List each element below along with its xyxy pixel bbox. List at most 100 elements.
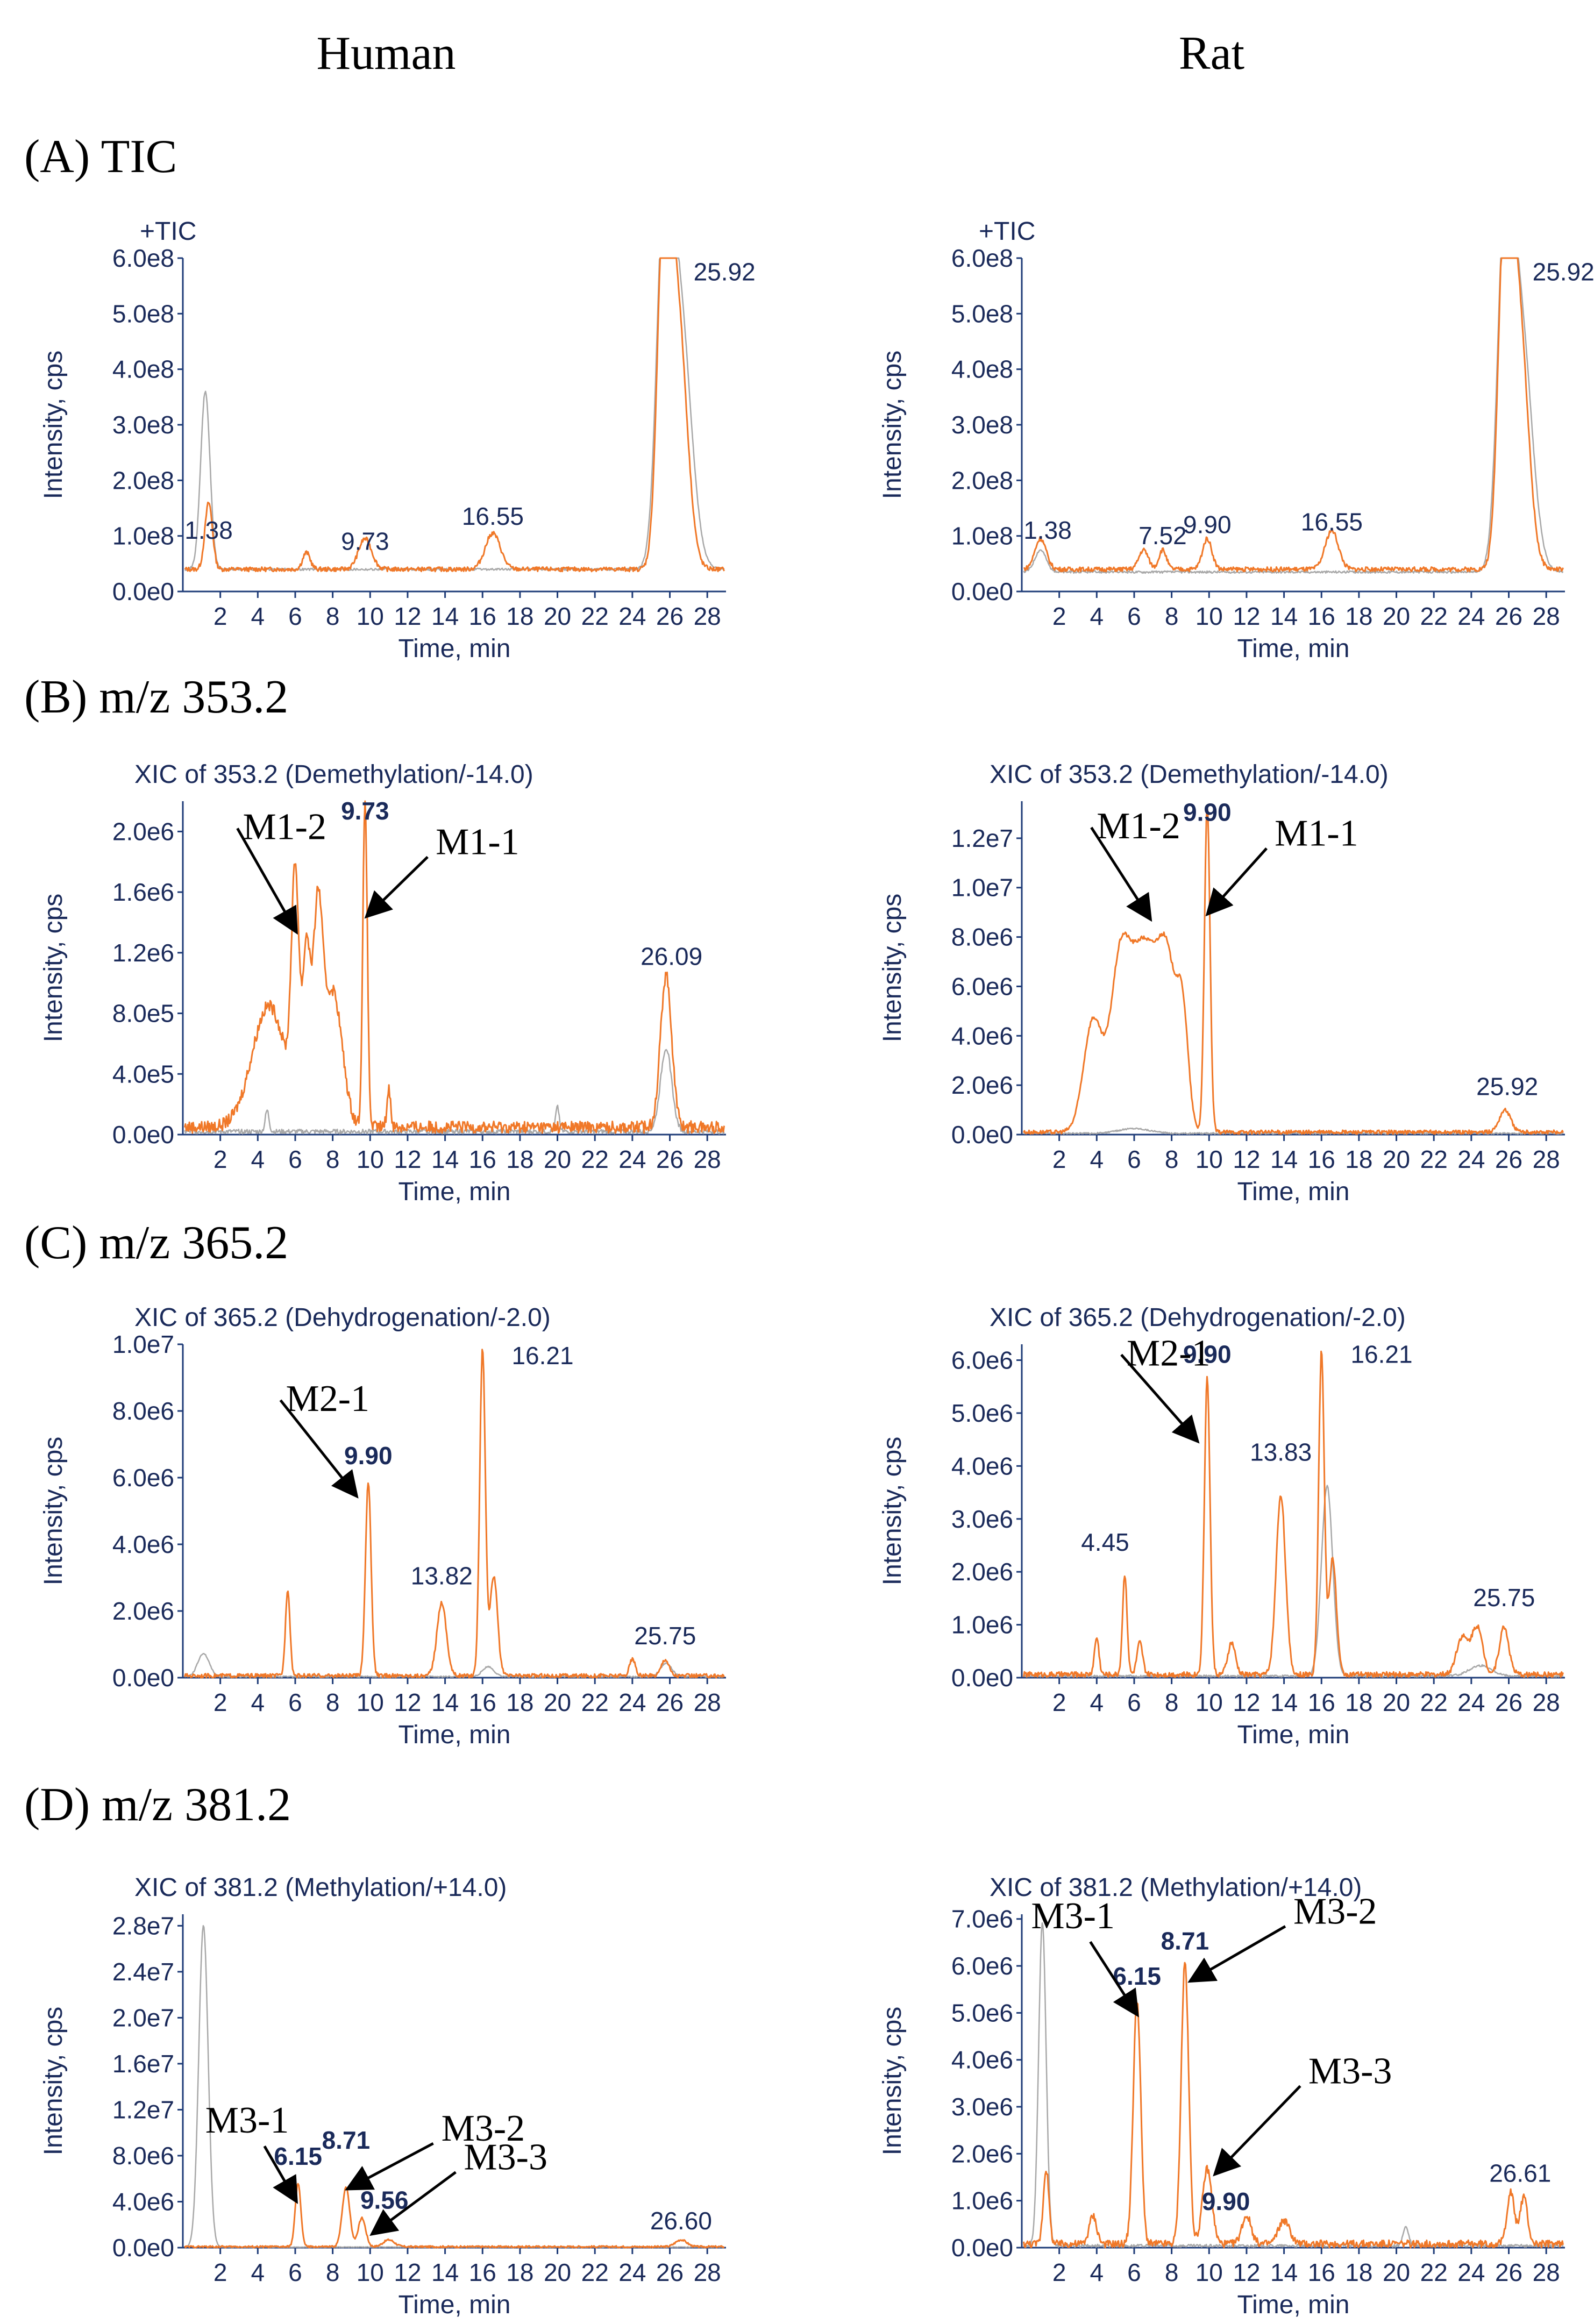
y-tick-label: 1.0e8	[951, 522, 1013, 550]
x-tick-label: 16	[1308, 2258, 1335, 2286]
metabolite-label: M1-1	[1275, 813, 1358, 854]
y-tick-label: 3.0e8	[951, 411, 1013, 439]
x-tick-label: 8	[1165, 1688, 1179, 1716]
control-trace	[184, 1925, 724, 2248]
x-tick-label: 26	[1495, 1688, 1522, 1716]
sample-trace	[1023, 1350, 1564, 1678]
y-tick-label: 4.0e6	[112, 1530, 174, 1558]
y-tick-label: 3.0e8	[112, 411, 174, 439]
y-tick-label: 4.0e8	[112, 355, 174, 383]
y-tick-label: 5.0e8	[112, 300, 174, 327]
x-tick-label: 4	[1090, 602, 1104, 630]
y-tick-label: 1.0e7	[112, 1330, 174, 1358]
x-tick-label: 22	[1420, 1688, 1448, 1716]
y-tick-label: 0.0e0	[951, 1121, 1013, 1149]
x-tick-label: 24	[1457, 1688, 1485, 1716]
x-tick-label: 28	[1533, 1145, 1560, 1173]
x-tick-label: 14	[1270, 602, 1298, 630]
x-tick-label: 18	[1345, 1688, 1372, 1716]
x-tick-label: 10	[1196, 1145, 1223, 1173]
x-tick-label: 6	[1127, 1145, 1141, 1173]
y-axis-label: Intensity, cps	[878, 351, 907, 500]
annotation-arrow	[364, 856, 429, 919]
x-tick-label: 6	[288, 1688, 302, 1716]
y-tick-label: 3.0e6	[951, 2093, 1013, 2121]
x-tick-label: 26	[1495, 1145, 1522, 1173]
annotation-arrow	[1120, 1353, 1200, 1444]
x-tick-label: 12	[394, 602, 421, 630]
x-axis-label: Time, min	[1237, 1721, 1350, 1749]
x-tick-label: 18	[506, 2258, 533, 2286]
x-tick-label: 14	[1270, 1688, 1298, 1716]
metabolite-label: M1-2	[1097, 805, 1180, 847]
peak-label: 1.38	[1023, 516, 1072, 544]
x-tick-label: 20	[544, 602, 571, 630]
y-tick-label: 6.0e6	[951, 1346, 1013, 1374]
peak-label: 25.75	[634, 1622, 696, 1650]
x-axis-label: Time, min	[1237, 2291, 1350, 2319]
x-tick-label: 24	[618, 2258, 646, 2286]
x-tick-label: 18	[506, 602, 533, 630]
metabolite-label: M3-3	[1308, 2050, 1392, 2092]
x-tick-label: 26	[656, 602, 684, 630]
peak-label: 8.71	[322, 2126, 371, 2154]
x-tick-label: 20	[544, 1688, 571, 1716]
y-tick-label: 7.0e6	[951, 1905, 1013, 1933]
y-tick-label: 2.0e6	[112, 817, 174, 845]
control-trace	[1023, 1485, 1564, 1678]
x-tick-label: 24	[618, 1145, 646, 1173]
x-tick-label: 6	[288, 602, 302, 630]
y-axis-label: Intensity, cps	[878, 1437, 907, 1586]
y-tick-label: 1.2e7	[951, 824, 1013, 852]
annotation-arrow	[1089, 1941, 1139, 2018]
chart-title: +TIC	[979, 217, 1035, 246]
y-tick-label: 5.0e6	[951, 1999, 1013, 2027]
y-tick-label: 2.4e7	[112, 1958, 174, 1986]
x-tick-label: 6	[1127, 1688, 1141, 1716]
x-tick-label: 28	[1533, 1688, 1560, 1716]
x-tick-label: 2	[1052, 1688, 1066, 1716]
x-tick-label: 4	[251, 602, 265, 630]
peak-label: 13.83	[1250, 1438, 1312, 1466]
x-tick-label: 28	[694, 2258, 721, 2286]
annotation-arrow	[1213, 2085, 1301, 2177]
annotation-arrow	[236, 828, 298, 935]
y-tick-label: 2.0e6	[951, 1558, 1013, 1586]
chart-title: XIC of 353.2 (Demethylation/-14.0)	[990, 760, 1389, 789]
y-tick-label: 4.0e6	[112, 2187, 174, 2215]
x-tick-label: 2	[1052, 602, 1066, 630]
x-tick-label: 2	[214, 1145, 227, 1173]
x-tick-label: 22	[581, 2258, 609, 2286]
chart-title: XIC of 365.2 (Dehydrogenation/-2.0)	[134, 1303, 551, 1332]
x-tick-label: 10	[1196, 602, 1223, 630]
y-tick-label: 8.0e6	[112, 1397, 174, 1425]
x-tick-label: 18	[506, 1688, 533, 1716]
y-tick-label: 6.0e6	[951, 972, 1013, 1000]
x-tick-label: 8	[1165, 2258, 1179, 2286]
x-tick-label: 6	[288, 2258, 302, 2286]
x-tick-label: 24	[1457, 2258, 1485, 2286]
x-tick-label: 26	[656, 2258, 684, 2286]
x-axis-label: Time, min	[398, 635, 511, 663]
x-axis-label: Time, min	[1237, 635, 1350, 663]
peak-label: 6.15	[1113, 1962, 1161, 1990]
chart-panel: (C) m/z 365.2 XIC of 365.2 (Dehydrogenati…	[24, 1217, 726, 1749]
x-tick-label: 12	[394, 1688, 421, 1716]
peak-label: 6.15	[274, 2142, 322, 2170]
x-tick-label: 4	[251, 2258, 265, 2286]
y-tick-label: 1.6e7	[112, 2050, 174, 2078]
x-axis-label: Time, min	[398, 1178, 511, 1206]
y-tick-label: 4.0e5	[112, 1060, 174, 1088]
x-tick-label: 14	[431, 602, 459, 630]
x-tick-label: 2	[214, 602, 227, 630]
x-tick-label: 14	[431, 2258, 459, 2286]
sample-trace	[184, 1349, 725, 1679]
chart-panel: XIC of 365.2 (Dehydrogenation/-2.0) 0.0e0…	[878, 1303, 1565, 1749]
y-tick-label: 4.0e6	[951, 1452, 1013, 1480]
chart-title: XIC of 365.2 (Dehydrogenation/-2.0)	[990, 1303, 1406, 1332]
y-tick-label: 2.8e7	[112, 1912, 174, 1940]
x-tick-label: 8	[326, 1145, 340, 1173]
y-axis-label: Intensity, cps	[39, 894, 68, 1043]
x-tick-label: 24	[618, 1688, 646, 1716]
annotation-arrow	[1187, 1925, 1286, 1983]
